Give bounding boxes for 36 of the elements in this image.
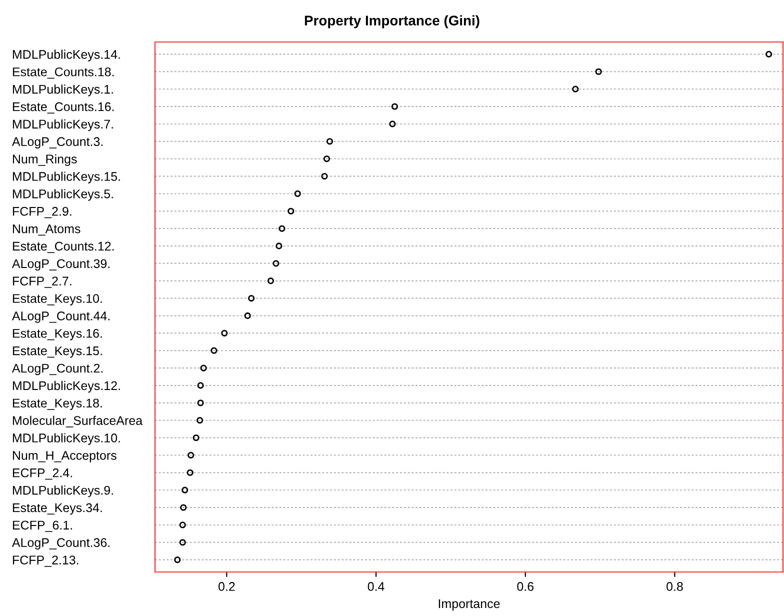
y-tick-label: Estate_Counts.12. (12, 242, 114, 253)
y-tick-label: MDLPublicKeys.12. (12, 380, 120, 393)
y-tick-label: Estate_Keys.15. (12, 346, 102, 358)
y-tick-label: MDLPublicKeys.7. (12, 119, 113, 132)
y-tick-label: FCFP_2.7. (12, 276, 72, 288)
y-tick-label: Molecular_SurfaceArea (12, 416, 143, 428)
y-tick-label: ALogP_Count.3. (12, 137, 103, 148)
y-tick-label: FCFP_2.13. (12, 556, 78, 567)
x-tick-label: 0.6 (517, 582, 534, 591)
y-tick-label: MDLPublicKeys.10. (12, 433, 120, 445)
y-tick-label: FCFP_2.9. (12, 206, 72, 218)
x-tick-label: 0.2 (218, 582, 235, 591)
x-tick-label: 0.4 (368, 582, 384, 591)
y-tick-label: MDLPublicKeys.15. (12, 172, 120, 184)
y-tick-label: Estate_Counts.18. (12, 67, 114, 79)
y-tick-label: ECFP_6.1. (12, 520, 72, 532)
y-tick-label: Estate_Keys.34. (12, 503, 102, 515)
y-tick-label: Estate_Keys.10. (12, 294, 102, 306)
y-tick-label: MDLPublicKeys.14. (12, 50, 120, 62)
y-tick-label: MDLPublicKeys.9. (12, 486, 113, 498)
y-tick-label: Num_Rings (12, 154, 77, 166)
x-tick-label: 0.8 (666, 582, 683, 591)
y-tick-label: Estate_Keys.18. (12, 398, 102, 410)
y-tick-label: ALogP_Count.2. (12, 364, 103, 376)
y-tick-label: ECFP_2.4. (12, 468, 72, 480)
x-axis-title: Importance (438, 599, 500, 611)
y-tick-label: Estate_Counts.16. (12, 102, 114, 114)
y-tick-label: Estate_Keys.16. (12, 328, 102, 340)
y-tick-label: ALogP_Count.39. (12, 259, 110, 271)
y-tick-label: ALogP_Count.36. (12, 538, 110, 550)
y-tick-label: MDLPublicKeys.5. (12, 189, 113, 201)
y-tick-label: ALogP_Count.44. (12, 312, 110, 323)
y-tick-label: Num_H_Acceptors (12, 451, 116, 462)
y-tick-label: MDLPublicKeys.1. (12, 84, 113, 96)
chart-title: Property Importance (Gini) (304, 15, 480, 28)
y-tick-label: Num_Atoms (12, 224, 80, 236)
